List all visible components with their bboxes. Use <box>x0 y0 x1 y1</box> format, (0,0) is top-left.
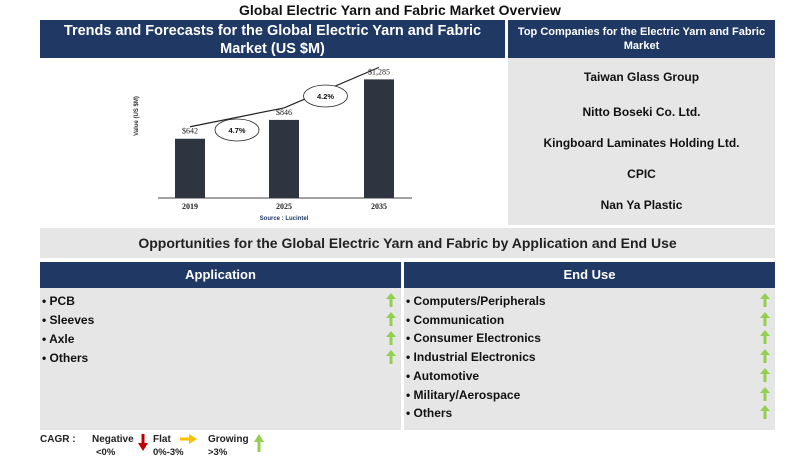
data-label: $846 <box>276 108 292 117</box>
trend-panel-title: Trends and Forecasts for the Global Elec… <box>40 20 505 58</box>
data-label: $1,285 <box>368 67 390 76</box>
cagr-label: 4.7% <box>228 126 245 135</box>
companies-title: Top Companies for the Electric Yarn and … <box>508 20 775 58</box>
list-item: • Others <box>42 351 89 365</box>
bar <box>269 119 299 198</box>
legend-cagr-label: CAGR : <box>40 434 76 445</box>
up-arrow-icon <box>760 311 770 326</box>
up-arrow-icon <box>386 331 396 345</box>
end-use-list: • Computers/Peripherals • Communication • … <box>404 288 775 430</box>
right-arrow-icon <box>180 434 197 444</box>
x-tick-label: 2035 <box>371 202 387 211</box>
y-axis-label: Value (US $M) <box>134 96 140 136</box>
companies-list: Taiwan Glass Group Nitto Boseki Co. Ltd.… <box>508 58 775 225</box>
company-item: Kingboard Laminates Holding Ltd. <box>543 136 740 150</box>
application-header: Application <box>40 262 401 288</box>
company-item: CPIC <box>627 167 656 181</box>
application-list: • PCB • Sleeves • Axle • Others <box>40 288 401 430</box>
legend-flat-range: 0%-3% <box>153 447 184 458</box>
up-arrow-icon <box>760 367 770 382</box>
bar <box>175 138 205 198</box>
end-use-header: End Use <box>404 262 775 288</box>
list-item: • Axle <box>42 332 75 346</box>
source-label: Source : Lucintel <box>260 216 309 222</box>
x-tick-label: 2019 <box>182 202 198 211</box>
list-item: • Others <box>406 406 453 421</box>
legend-negative-label: Negative <box>92 434 134 445</box>
company-item: Nan Ya Plastic <box>600 198 683 212</box>
up-arrow-icon <box>386 312 396 326</box>
list-item: • Communication <box>406 312 505 327</box>
x-tick-label: 2025 <box>276 202 292 211</box>
list-item: • Automotive <box>406 368 480 383</box>
up-arrow-icon <box>386 293 396 307</box>
up-arrow-icon <box>386 350 396 364</box>
cagr-label: 4.2% <box>317 92 334 101</box>
page-title: Global Electric Yarn and Fabric Market O… <box>239 2 561 18</box>
trend-connector <box>189 107 285 128</box>
up-arrow-icon <box>760 386 770 401</box>
up-arrow-icon <box>254 434 264 452</box>
company-item: Nitto Boseki Co. Ltd. <box>582 105 701 119</box>
up-arrow-icon <box>760 349 770 364</box>
bar <box>364 79 394 198</box>
legend-growing-label: Growing <box>208 434 249 445</box>
cagr-bubble <box>214 118 260 142</box>
chart-area: Value (US $M) $642 2019 $846 2025 $1,285 2035 4… <box>40 58 505 225</box>
legend-negative-range: <0% <box>96 447 116 458</box>
data-label: $642 <box>182 127 198 136</box>
legend-flat-label: Flat <box>153 434 171 445</box>
list-item: • Consumer Electronics <box>406 331 541 346</box>
list-item: • Sleeves <box>42 313 95 327</box>
opportunities-title: Opportunities for the Global Electric Ya… <box>40 228 775 258</box>
up-arrow-icon <box>760 330 770 345</box>
up-arrow-icon <box>760 405 770 420</box>
company-item: Taiwan Glass Group <box>583 70 700 84</box>
list-item: • PCB <box>42 294 75 308</box>
up-arrow-icon <box>760 293 770 307</box>
cagr-bubble <box>303 84 348 108</box>
list-item: • Computers/Peripherals <box>406 294 546 308</box>
down-arrow-icon <box>138 434 148 451</box>
bar-chart: Value (US $M) $642 2019 $846 2025 $1,285 2035 4… <box>134 66 412 222</box>
list-item: • Military/Aerospace <box>406 387 521 402</box>
legend-growing-range: >3% <box>208 447 228 458</box>
list-item: • Industrial Electronics <box>406 350 536 365</box>
